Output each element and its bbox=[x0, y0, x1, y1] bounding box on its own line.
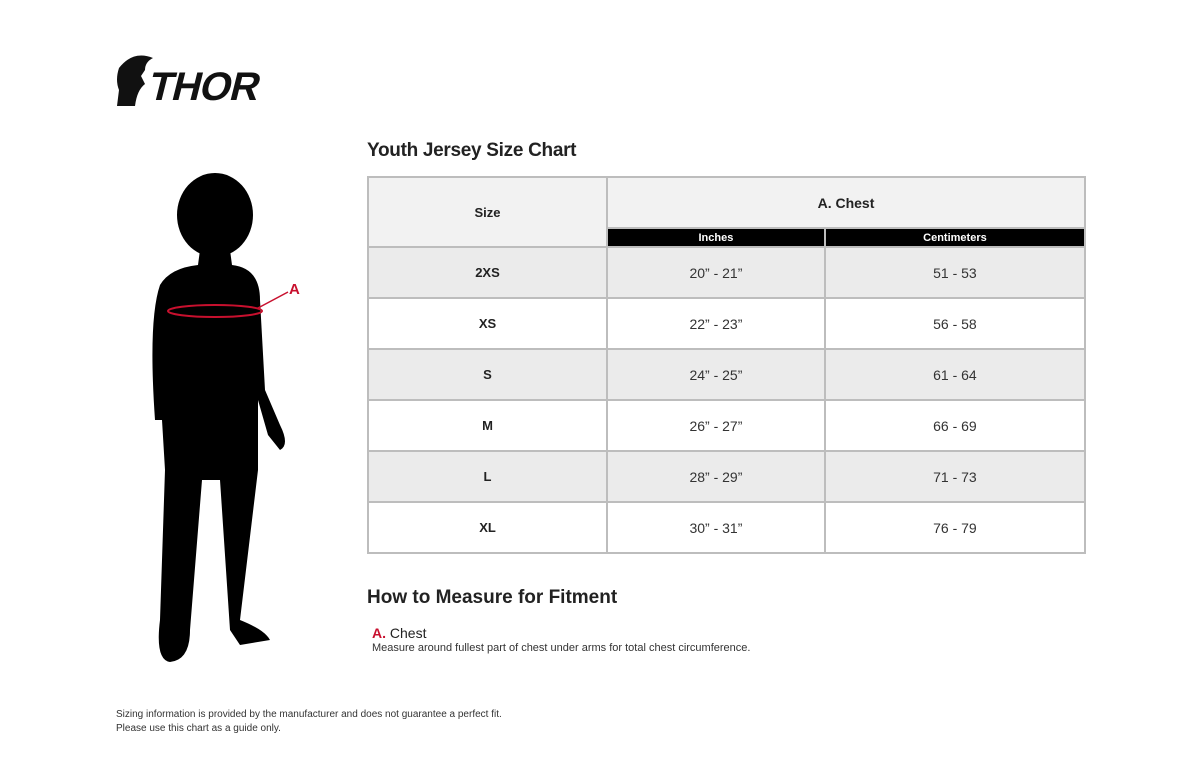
disclaimer-line: Please use this chart as a guide only. bbox=[116, 723, 281, 734]
table-row: S 24” - 25” 61 - 64 bbox=[367, 348, 1087, 401]
size-cell: 2XS bbox=[367, 246, 608, 299]
disclaimer: Sizing information is provided by the ma… bbox=[116, 708, 502, 736]
inches-header: Inches bbox=[606, 227, 826, 248]
inches-cell: 28” - 29” bbox=[606, 450, 826, 503]
cm-header: Centimeters bbox=[823, 227, 1087, 248]
measure-item-chest: A. Chest bbox=[372, 625, 426, 641]
chest-header: A. Chest bbox=[606, 176, 1086, 229]
size-cell: L bbox=[367, 450, 608, 503]
inches-cell: 30” - 31” bbox=[606, 501, 826, 554]
size-cell: S bbox=[367, 348, 608, 401]
cm-cell: 51 - 53 bbox=[823, 246, 1087, 299]
table-row: 2XS 20” - 21” 51 - 53 bbox=[367, 246, 1087, 299]
size-cell: XS bbox=[367, 297, 608, 350]
child-silhouette: A bbox=[152, 173, 300, 662]
size-header: Size bbox=[367, 176, 608, 248]
inches-cell: 26” - 27” bbox=[606, 399, 826, 452]
cm-cell: 56 - 58 bbox=[823, 297, 1087, 350]
chest-marker: A bbox=[289, 281, 300, 298]
measure-label: Chest bbox=[389, 625, 427, 641]
how-to-title: How to Measure for Fitment bbox=[367, 587, 618, 608]
table-row: XL 30” - 31” 76 - 79 bbox=[367, 501, 1087, 554]
cm-cell: 76 - 79 bbox=[823, 501, 1087, 554]
thor-logo: THOR bbox=[117, 55, 266, 108]
size-chart-table: Size A. Chest Inches Centimeters 2XS 20” … bbox=[367, 176, 1087, 554]
disclaimer-line: Sizing information is provided by the ma… bbox=[116, 709, 502, 720]
inches-cell: 22” - 23” bbox=[606, 297, 826, 350]
measure-description: Measure around fullest part of chest und… bbox=[372, 642, 751, 654]
cm-cell: 66 - 69 bbox=[823, 399, 1087, 452]
measure-letter: A. bbox=[372, 625, 386, 641]
size-cell: XL bbox=[367, 501, 608, 554]
cm-cell: 71 - 73 bbox=[823, 450, 1087, 503]
table-row: XS 22” - 23” 56 - 58 bbox=[367, 297, 1087, 350]
cm-cell: 61 - 64 bbox=[823, 348, 1087, 401]
inches-cell: 20” - 21” bbox=[606, 246, 826, 299]
table-row: L 28” - 29” 71 - 73 bbox=[367, 450, 1087, 503]
page-title: Youth Jersey Size Chart bbox=[367, 140, 577, 161]
size-cell: M bbox=[367, 399, 608, 452]
inches-cell: 24” - 25” bbox=[606, 348, 826, 401]
svg-text:THOR: THOR bbox=[144, 64, 265, 108]
table-row: M 26” - 27” 66 - 69 bbox=[367, 399, 1087, 452]
